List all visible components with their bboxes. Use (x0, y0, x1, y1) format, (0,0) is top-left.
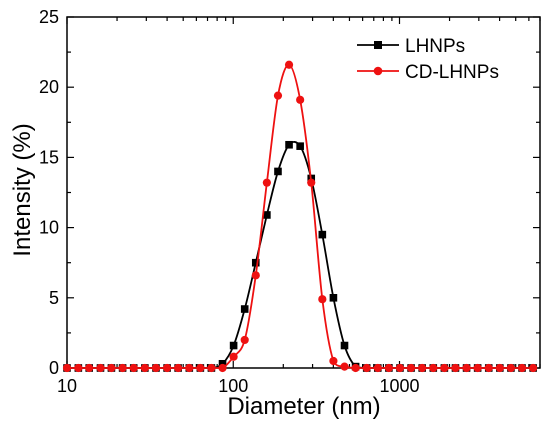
series-layer (62, 60, 538, 373)
legend-label: CD-LHNPs (405, 62, 499, 83)
y-tick-label: 20 (39, 77, 59, 97)
data-point (451, 363, 460, 373)
data-point (62, 363, 72, 373)
y-tick-label: 10 (39, 218, 59, 238)
series-line (67, 141, 534, 369)
data-point (296, 142, 304, 150)
data-point (107, 363, 116, 373)
data-point (185, 363, 194, 373)
y-tick-label: 0 (49, 358, 59, 378)
series-cd-lhnps (62, 60, 538, 373)
data-point (218, 363, 227, 373)
y-axis: 0 5 10 15 20 25 (39, 7, 540, 378)
data-point (373, 363, 382, 373)
data-point (229, 352, 238, 361)
data-point (318, 295, 327, 304)
data-point (229, 341, 238, 350)
data-point (218, 359, 227, 368)
data-point (440, 363, 449, 373)
data-point (329, 356, 338, 366)
data-point (162, 363, 172, 373)
x-tick-label: 10 (57, 376, 77, 396)
y-axis-title: Intensity (%) (9, 123, 36, 256)
legend-marker (373, 66, 383, 76)
data-point (340, 341, 349, 350)
data-point (362, 363, 371, 373)
data-point (151, 363, 161, 373)
series-lhnps (63, 140, 537, 372)
data-point (240, 335, 249, 345)
y-tick-label: 5 (49, 288, 59, 308)
data-point (285, 140, 293, 149)
data-point (307, 178, 316, 187)
data-point (284, 60, 294, 69)
data-point (196, 363, 205, 373)
data-point (296, 95, 305, 104)
data-point (207, 363, 216, 373)
legend-label: LHNPs (405, 36, 465, 57)
y-tick-label: 15 (39, 147, 59, 167)
data-point (517, 363, 527, 373)
data-point (329, 294, 338, 302)
data-point (140, 363, 149, 373)
data-point (395, 363, 405, 373)
data-point (495, 363, 504, 373)
data-point (529, 363, 538, 373)
x-tick-label: 1000 (379, 376, 419, 396)
legend: LHNPs CD-LHNPs (357, 36, 499, 83)
data-point (340, 362, 349, 371)
data-point (262, 178, 271, 187)
data-point (406, 363, 416, 373)
data-point (473, 363, 482, 373)
data-point (351, 363, 360, 373)
legend-item: LHNPs (357, 36, 465, 57)
data-point (484, 363, 493, 373)
data-point (506, 363, 516, 373)
data-point (384, 363, 393, 373)
x-tick-label: 100 (218, 376, 248, 396)
data-point (251, 258, 260, 267)
data-point (429, 363, 438, 373)
series-line (67, 63, 534, 369)
data-point (118, 363, 127, 373)
data-point (174, 363, 183, 373)
y-tick-label: 25 (39, 7, 59, 27)
data-point (273, 91, 283, 100)
data-point (251, 271, 260, 280)
data-point (418, 363, 427, 373)
data-point (462, 363, 471, 373)
legend-marker (374, 41, 382, 49)
data-point (263, 211, 271, 219)
legend-item: CD-LHNPs (357, 62, 499, 83)
data-point (318, 230, 327, 239)
data-point (274, 167, 282, 176)
data-point (240, 305, 249, 313)
data-point (129, 363, 138, 373)
data-point (74, 363, 83, 373)
x-axis-title: Diameter (nm) (227, 393, 380, 420)
data-point (96, 363, 105, 373)
data-point (85, 363, 94, 373)
